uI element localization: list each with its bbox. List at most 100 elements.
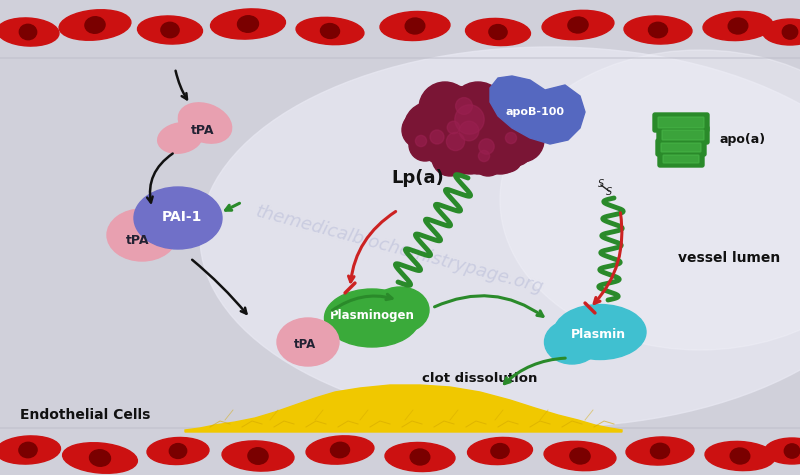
Text: Endothelial Cells: Endothelial Cells — [20, 408, 150, 422]
Ellipse shape — [330, 442, 350, 458]
Ellipse shape — [446, 88, 494, 136]
Ellipse shape — [474, 122, 526, 174]
Ellipse shape — [499, 126, 531, 158]
Ellipse shape — [19, 24, 37, 40]
Text: Plasmin: Plasmin — [570, 327, 626, 341]
Ellipse shape — [406, 18, 425, 34]
Ellipse shape — [404, 102, 456, 154]
Ellipse shape — [134, 187, 222, 249]
Ellipse shape — [455, 125, 495, 165]
Text: apo(a): apo(a) — [720, 133, 766, 146]
Ellipse shape — [422, 122, 462, 162]
Ellipse shape — [782, 25, 798, 39]
Ellipse shape — [454, 105, 484, 134]
Ellipse shape — [472, 86, 516, 130]
Ellipse shape — [238, 16, 258, 32]
Ellipse shape — [478, 98, 518, 138]
Ellipse shape — [248, 448, 268, 464]
Ellipse shape — [484, 100, 540, 156]
Ellipse shape — [432, 140, 468, 176]
Ellipse shape — [222, 441, 294, 471]
Ellipse shape — [568, 17, 588, 33]
FancyBboxPatch shape — [657, 126, 709, 144]
Ellipse shape — [478, 139, 494, 154]
Ellipse shape — [545, 320, 599, 364]
Ellipse shape — [542, 10, 614, 40]
Ellipse shape — [703, 11, 773, 40]
Ellipse shape — [481, 88, 529, 136]
Ellipse shape — [730, 448, 750, 464]
Ellipse shape — [19, 442, 37, 458]
Ellipse shape — [491, 444, 509, 458]
Ellipse shape — [506, 112, 542, 148]
Ellipse shape — [147, 437, 209, 465]
Ellipse shape — [456, 97, 472, 114]
Ellipse shape — [385, 442, 455, 472]
Ellipse shape — [447, 121, 460, 134]
Ellipse shape — [470, 130, 514, 174]
Ellipse shape — [438, 128, 478, 168]
Ellipse shape — [765, 438, 800, 464]
Text: apoB-100: apoB-100 — [506, 107, 565, 117]
FancyBboxPatch shape — [661, 143, 701, 152]
Ellipse shape — [0, 436, 61, 464]
Ellipse shape — [649, 22, 667, 38]
Ellipse shape — [200, 47, 800, 427]
Ellipse shape — [0, 18, 59, 46]
Polygon shape — [490, 76, 585, 144]
Ellipse shape — [468, 100, 512, 144]
Ellipse shape — [277, 318, 339, 366]
Ellipse shape — [402, 112, 438, 148]
Ellipse shape — [476, 114, 524, 162]
Ellipse shape — [448, 130, 492, 174]
Ellipse shape — [438, 88, 522, 172]
Ellipse shape — [423, 86, 487, 150]
Polygon shape — [185, 385, 622, 432]
Ellipse shape — [415, 135, 426, 147]
Ellipse shape — [466, 126, 510, 170]
Ellipse shape — [90, 450, 110, 466]
Ellipse shape — [306, 436, 374, 464]
Ellipse shape — [325, 289, 419, 347]
FancyBboxPatch shape — [656, 139, 706, 156]
Ellipse shape — [436, 122, 488, 174]
Ellipse shape — [424, 132, 456, 164]
Ellipse shape — [419, 82, 471, 134]
Ellipse shape — [705, 441, 775, 471]
Ellipse shape — [554, 304, 646, 360]
Text: S: S — [606, 187, 612, 197]
Ellipse shape — [478, 151, 490, 162]
Ellipse shape — [624, 16, 692, 44]
Ellipse shape — [59, 10, 131, 40]
Ellipse shape — [170, 444, 186, 458]
Ellipse shape — [296, 17, 364, 45]
Text: themedicalbiochemistrypage.org: themedicalbiochemistrypage.org — [254, 203, 546, 297]
Ellipse shape — [430, 130, 444, 144]
Ellipse shape — [626, 437, 694, 465]
Ellipse shape — [488, 100, 532, 144]
Ellipse shape — [415, 100, 455, 140]
Ellipse shape — [762, 19, 800, 45]
Text: Plasminogen: Plasminogen — [330, 310, 414, 323]
Ellipse shape — [467, 437, 533, 465]
Ellipse shape — [484, 108, 524, 148]
Ellipse shape — [650, 443, 670, 459]
Ellipse shape — [570, 448, 590, 464]
Ellipse shape — [444, 107, 480, 143]
Ellipse shape — [409, 129, 441, 161]
Ellipse shape — [450, 82, 506, 138]
Ellipse shape — [506, 133, 517, 143]
Ellipse shape — [544, 441, 616, 471]
Ellipse shape — [452, 102, 484, 134]
Ellipse shape — [410, 449, 430, 465]
Ellipse shape — [462, 142, 494, 174]
Ellipse shape — [500, 50, 800, 350]
Ellipse shape — [138, 16, 202, 44]
Ellipse shape — [489, 25, 507, 39]
Ellipse shape — [459, 121, 478, 141]
FancyBboxPatch shape — [653, 113, 709, 132]
Ellipse shape — [161, 22, 179, 38]
Ellipse shape — [440, 114, 476, 150]
Ellipse shape — [107, 209, 177, 261]
FancyBboxPatch shape — [658, 151, 704, 167]
